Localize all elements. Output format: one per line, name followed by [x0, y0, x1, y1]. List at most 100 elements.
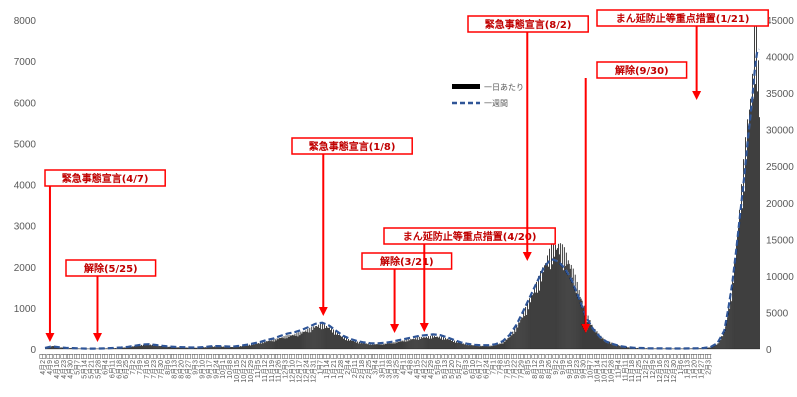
bar — [346, 338, 347, 349]
x-tick-label: 5月7日 — [74, 353, 82, 375]
bar — [232, 347, 233, 349]
x-tick-label: 9月30日 — [580, 353, 588, 379]
bar — [461, 343, 463, 349]
bar — [555, 244, 556, 349]
annotation-box — [596, 61, 688, 79]
bar — [424, 337, 426, 349]
bar — [272, 339, 274, 349]
bar — [266, 341, 268, 349]
bar — [134, 346, 135, 349]
bar — [615, 344, 617, 349]
bar — [519, 322, 521, 349]
bar — [551, 243, 552, 349]
bar — [511, 335, 513, 349]
bar — [567, 260, 569, 349]
bar — [434, 335, 435, 349]
x-tick-label: 6月10日 — [469, 353, 477, 379]
bar — [164, 346, 166, 349]
bar — [286, 338, 288, 349]
bar — [454, 342, 456, 349]
bar — [588, 323, 590, 349]
bar — [446, 339, 447, 349]
bar — [270, 339, 272, 349]
bar — [203, 347, 205, 349]
bar — [148, 344, 150, 349]
bar — [542, 267, 543, 349]
bar — [635, 347, 636, 349]
bar — [355, 342, 357, 349]
bar — [715, 344, 717, 349]
bar — [638, 348, 639, 349]
y-axis-right: 0 5000 10000 15000 20000 25000 30000 35000 40000… — [766, 16, 794, 356]
bar — [278, 338, 280, 349]
bar — [584, 315, 586, 349]
bar — [70, 348, 72, 349]
x-tick-label: 1月21日 — [330, 353, 338, 379]
x-tick-label: 1月27日 — [698, 353, 706, 379]
x-tick-label: 8月5日 — [524, 353, 532, 375]
bar — [445, 337, 446, 349]
bar — [553, 243, 554, 349]
annotation-label: 解除(5/25) — [84, 262, 138, 275]
bar — [608, 342, 610, 349]
bar — [383, 344, 385, 349]
x-tick-label: 4月29日 — [427, 353, 435, 379]
annotation-label: 緊急事態宣言(8/2) — [485, 18, 572, 31]
bar — [114, 348, 116, 349]
bar — [262, 343, 264, 349]
bar — [317, 326, 319, 349]
bar — [411, 339, 413, 349]
x-tick-label: 12月17日 — [295, 353, 303, 383]
y-right-tick-4: 20000 — [766, 199, 794, 210]
bar — [336, 334, 337, 349]
bar — [326, 326, 327, 349]
bar — [217, 346, 219, 349]
bar — [366, 344, 368, 349]
bar — [600, 335, 602, 349]
bar — [333, 329, 334, 349]
bar — [224, 347, 225, 349]
bar — [210, 346, 212, 349]
bar — [360, 342, 362, 349]
bar — [574, 274, 576, 349]
bar — [714, 345, 716, 349]
bar — [538, 276, 539, 349]
x-tick-label: 3月4日 — [372, 353, 380, 375]
bar — [541, 281, 542, 349]
x-tick-label: 8月13日 — [171, 353, 179, 379]
bar — [305, 330, 307, 349]
x-tick-label: 7月16日 — [143, 353, 151, 379]
bar — [430, 335, 431, 349]
bar — [560, 262, 562, 349]
bar — [163, 346, 165, 349]
x-tick-label: 10月1日 — [219, 353, 227, 379]
bar — [176, 347, 178, 349]
annotation-arrowhead — [92, 333, 102, 342]
bar — [565, 252, 567, 349]
bar — [439, 336, 440, 349]
bar — [452, 339, 453, 349]
bar — [298, 332, 300, 349]
bar — [549, 248, 550, 349]
bar — [589, 320, 591, 349]
bar — [587, 315, 589, 349]
bar — [365, 343, 367, 349]
bar — [609, 341, 611, 349]
legend: 一日あたり 一週間 — [452, 83, 524, 108]
bar — [267, 340, 269, 349]
bar — [382, 343, 384, 349]
bar — [647, 348, 648, 349]
bar — [139, 345, 140, 349]
bar — [731, 301, 733, 349]
x-tick-label: 2月3日 — [704, 353, 712, 375]
bar — [529, 298, 531, 349]
bar — [275, 340, 277, 349]
x-tick-label: 3月11日 — [379, 353, 387, 378]
x-tick-label: 1月6日 — [677, 353, 685, 375]
bar — [578, 290, 580, 349]
bar — [474, 345, 476, 349]
bar — [698, 348, 700, 349]
bar — [285, 335, 287, 349]
bar — [410, 338, 412, 349]
bar — [463, 344, 465, 349]
